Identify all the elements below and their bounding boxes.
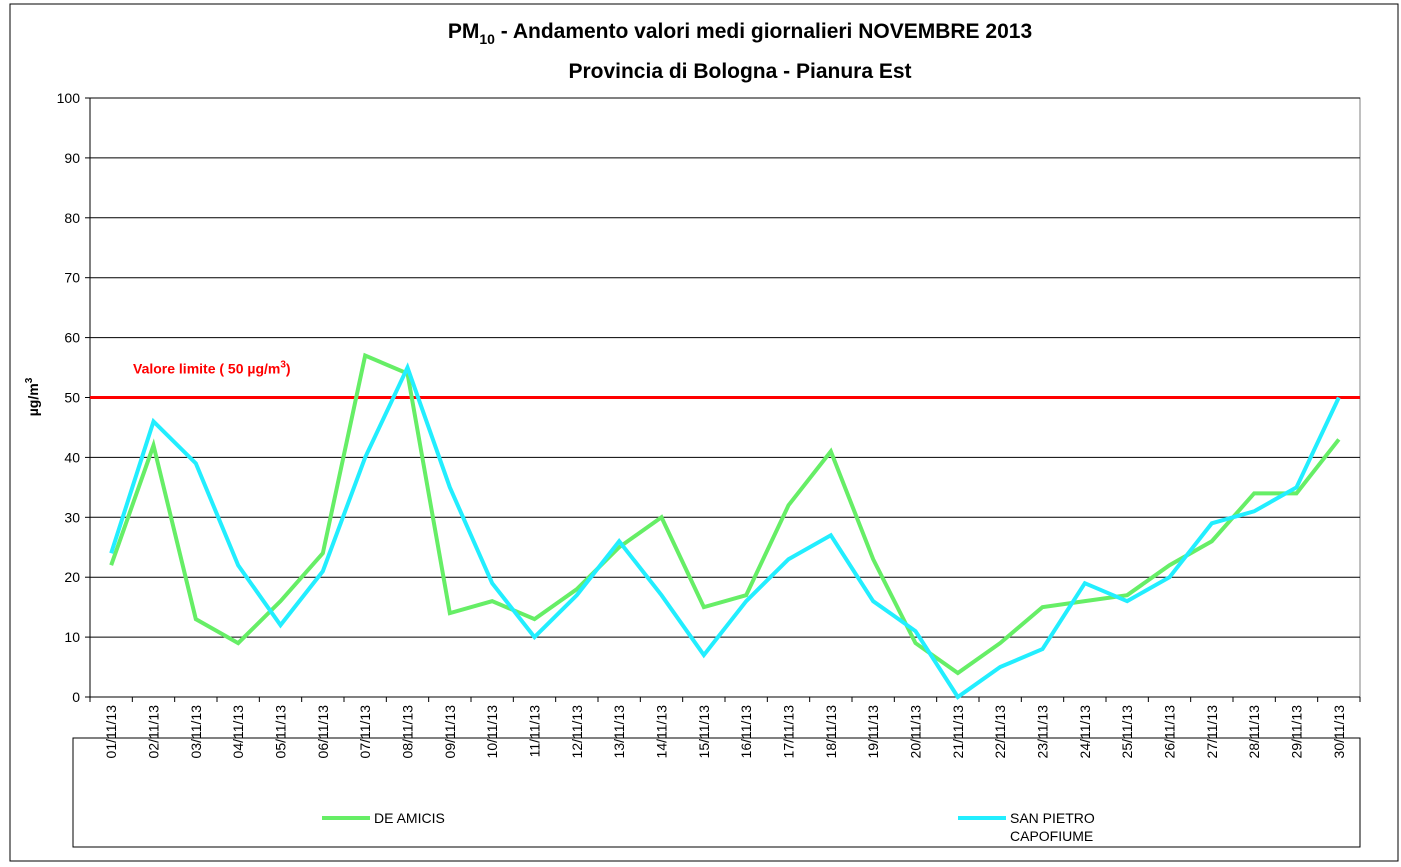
x-tick-label: 04/11/13 xyxy=(230,705,246,759)
y-tick-label: 0 xyxy=(72,689,80,705)
limit-label-rest: ) xyxy=(286,361,291,377)
limit-label-sup: 3 xyxy=(280,360,286,371)
x-tick-label: 06/11/13 xyxy=(315,705,331,759)
x-tick-label: 11/11/13 xyxy=(527,705,543,758)
x-tick-label: 12/11/13 xyxy=(569,705,585,759)
legend-label: DE AMICIS xyxy=(374,810,445,826)
ylabel-main: µg/m xyxy=(25,383,41,416)
ylabel-sup: 3 xyxy=(24,377,35,383)
title-sub: 10 xyxy=(479,31,495,47)
x-tick-label: 03/11/13 xyxy=(188,705,204,759)
y-tick-label: 80 xyxy=(64,210,80,226)
x-tick-label: 18/11/13 xyxy=(823,705,839,759)
x-tick-label: 23/11/13 xyxy=(1035,705,1051,759)
limit-label: Valore limite ( 50 µg/m3) xyxy=(133,360,291,377)
x-tick-label: 17/11/13 xyxy=(781,705,797,759)
x-tick-label: 26/11/13 xyxy=(1162,705,1178,759)
y-tick-label: 90 xyxy=(64,150,80,166)
y-tick-label: 50 xyxy=(64,390,80,406)
x-tick-label: 10/11/13 xyxy=(484,705,500,759)
series-line xyxy=(109,362,1341,700)
x-tick-label: 09/11/13 xyxy=(442,705,458,759)
y-tick-label: 70 xyxy=(64,270,80,286)
x-tick-label: 01/11/13 xyxy=(103,705,119,759)
y-tick-label: 60 xyxy=(64,330,80,346)
legend-box xyxy=(72,737,1361,848)
x-tick-label: 14/11/13 xyxy=(654,705,670,759)
y-tick-label: 100 xyxy=(57,90,81,106)
x-tick-label: 22/11/13 xyxy=(992,705,1008,759)
x-tick-label: 15/11/13 xyxy=(696,705,712,759)
legend-label: SAN PIETRO CAPOFIUME xyxy=(1010,810,1095,844)
x-tick-label: 13/11/13 xyxy=(611,705,627,759)
x-tick-label: 07/11/13 xyxy=(357,705,373,759)
x-tick-label: 25/11/13 xyxy=(1119,705,1135,759)
x-tick-label: 29/11/13 xyxy=(1289,705,1305,759)
x-tick-label: 08/11/13 xyxy=(400,705,416,759)
x-tick-label: 19/11/13 xyxy=(865,705,881,759)
x-tick-label: 02/11/13 xyxy=(146,705,162,759)
title-rest: - Andamento valori medi giornalieri NOVE… xyxy=(495,20,1032,43)
y-tick-label: 30 xyxy=(64,509,80,525)
y-tick-label: 40 xyxy=(64,449,80,465)
y-axis-label: µg/m3 xyxy=(24,377,41,416)
x-tick-label: 20/11/13 xyxy=(908,705,924,759)
chart-subtitle: Provincia di Bologna - Pianura Est xyxy=(568,60,911,83)
y-tick-label: 10 xyxy=(64,629,80,645)
x-tick-label: 21/11/13 xyxy=(950,705,966,759)
title-main: PM xyxy=(448,20,480,43)
x-tick-label: 24/11/13 xyxy=(1077,705,1093,759)
y-tick-label: 20 xyxy=(64,569,80,585)
series-line xyxy=(109,352,1341,676)
x-tick-label: 16/11/13 xyxy=(738,705,754,759)
x-tick-label: 27/11/13 xyxy=(1204,705,1220,759)
x-tick-label: 30/11/13 xyxy=(1331,705,1347,759)
x-tick-label: 28/11/13 xyxy=(1246,705,1262,759)
chart-title: PM10 - Andamento valori medi giornalieri… xyxy=(448,20,1032,47)
limit-label-main: Valore limite ( 50 µg/m xyxy=(133,361,280,377)
x-tick-label: 05/11/13 xyxy=(273,705,289,759)
